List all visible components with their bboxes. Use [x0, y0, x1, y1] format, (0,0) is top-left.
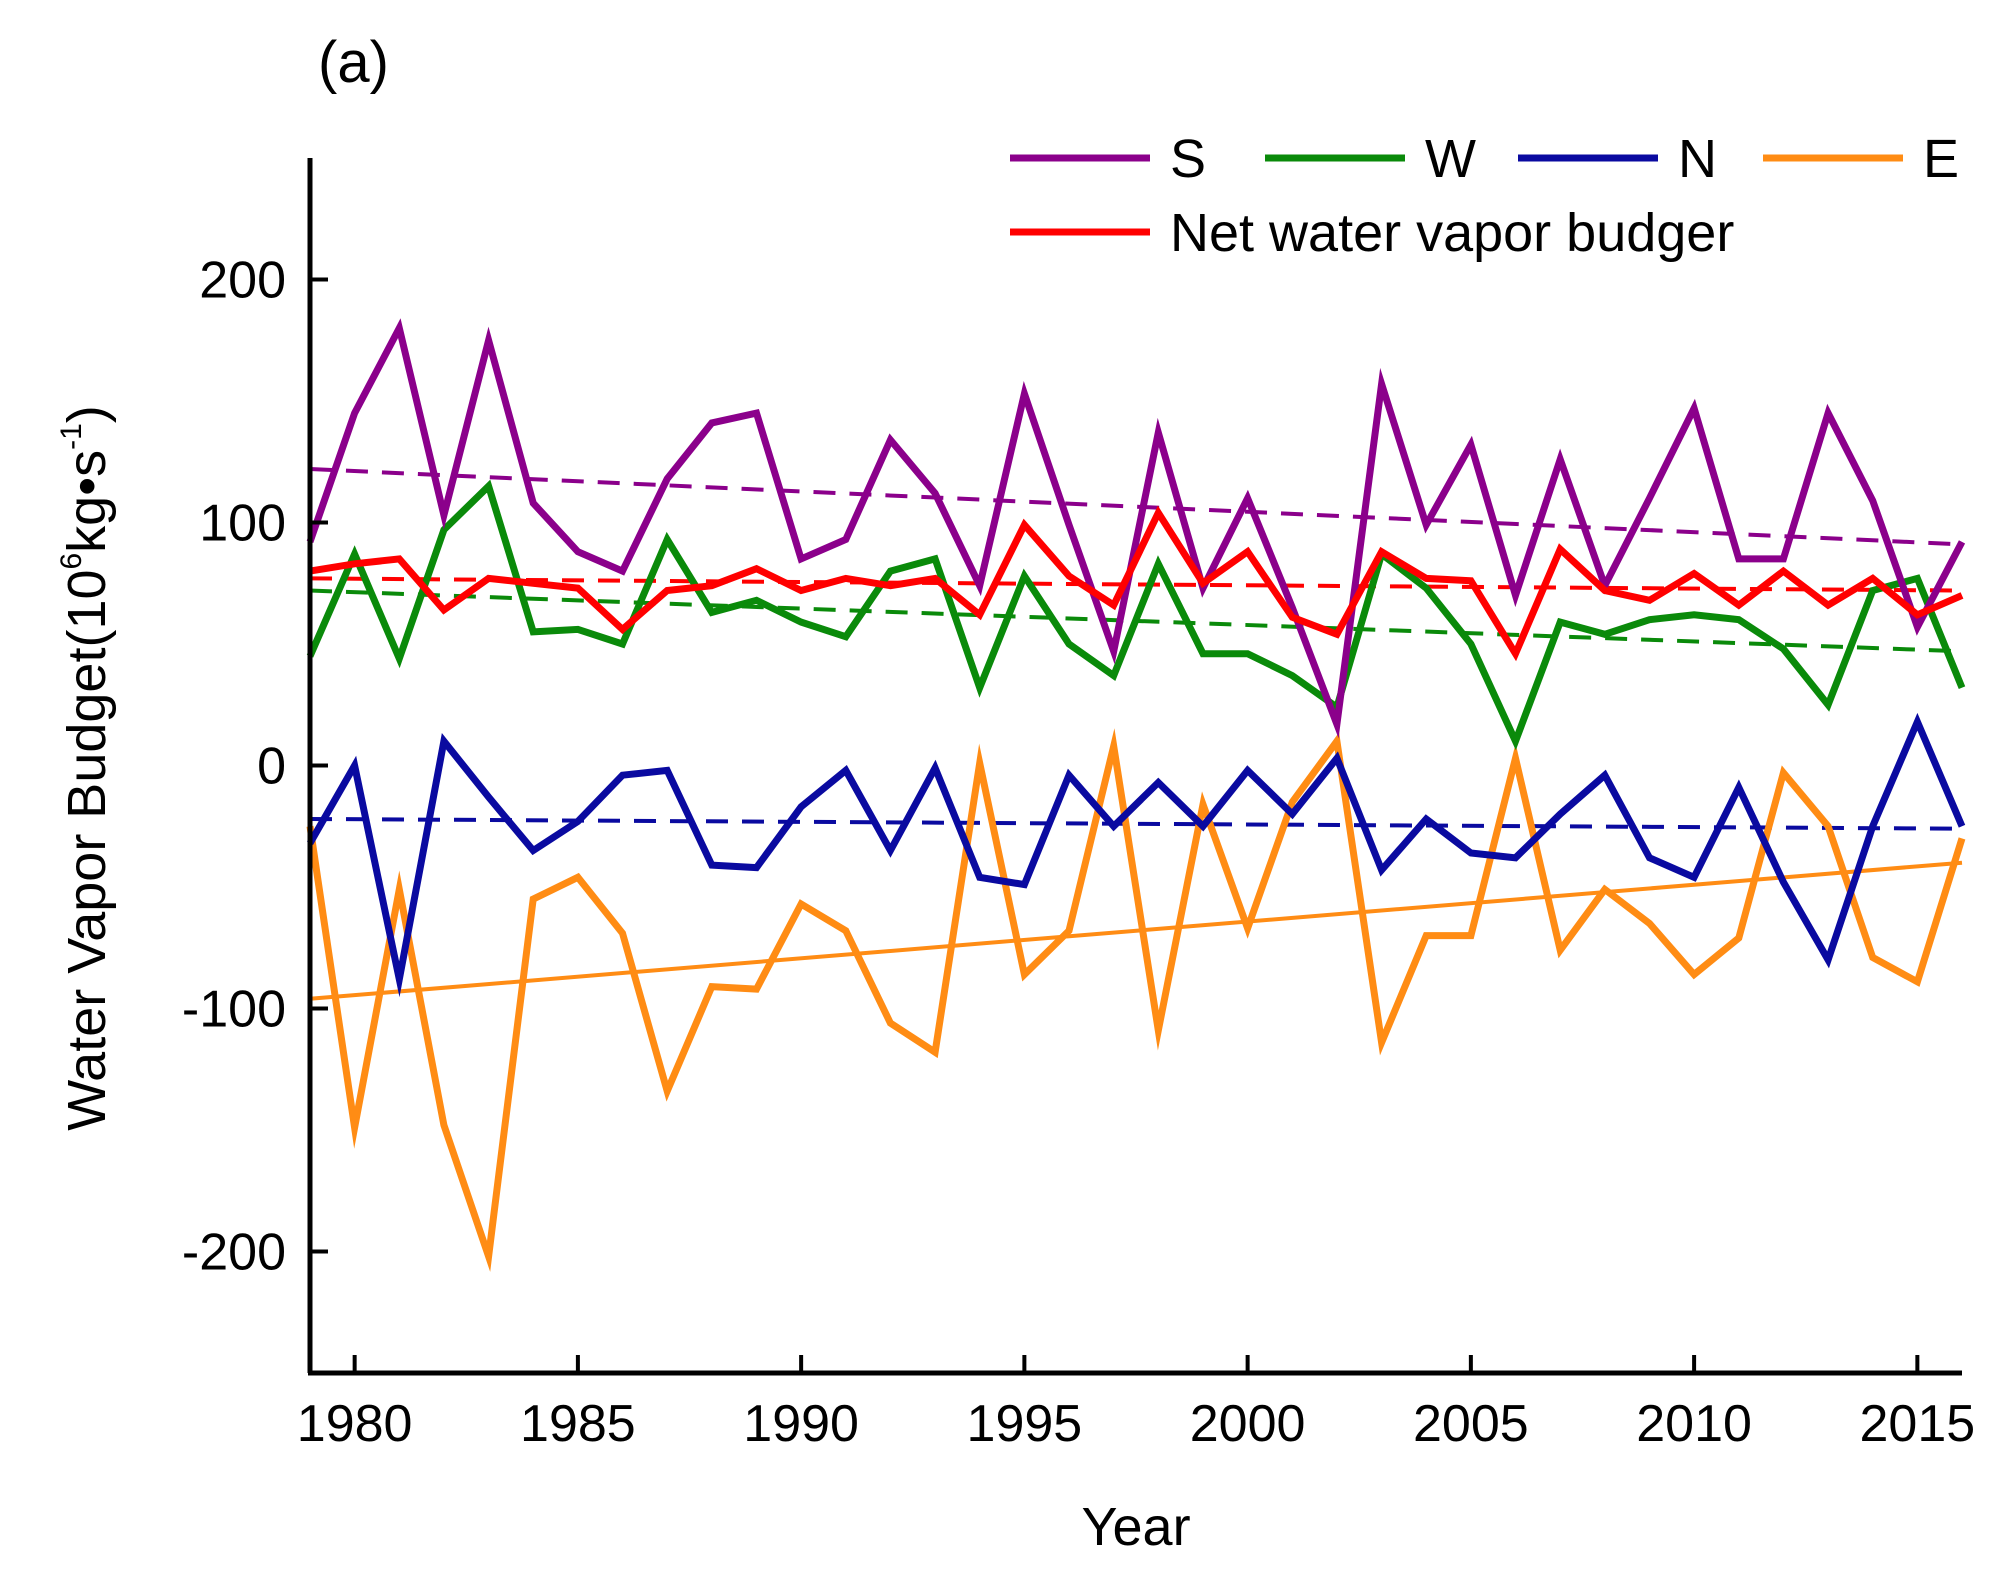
x-tick-label-2010: 2010: [1636, 1395, 1752, 1453]
y-axis-title-exp: 6: [55, 553, 88, 570]
series-n-line: [306, 712, 1966, 998]
y-axis-title-main: Water Vapor Budget(10: [57, 569, 117, 1130]
y-axis-title-close: ): [57, 405, 117, 423]
net-trend-line: [309, 576, 1963, 593]
legend-label-net-water-vapor-budger: Net water vapor budger: [1170, 203, 1734, 263]
y-axis-ticks: -200 -100 0 100 200: [182, 252, 328, 1282]
panel-label: (a): [318, 30, 389, 95]
y-tick-label-0: 0: [257, 738, 286, 796]
x-tick-label-1980: 1980: [297, 1395, 413, 1453]
x-axis-title: Year: [1081, 1497, 1190, 1557]
legend-label-e: E: [1923, 129, 1959, 189]
y-tick-label--200: -200: [182, 1224, 286, 1282]
x-tick-label-1990: 1990: [743, 1395, 859, 1453]
y-axis-title-unit: kg•s: [57, 450, 117, 553]
series-net-water-vapor-budger-line: [309, 505, 1964, 662]
x-tick-label-2005: 2005: [1413, 1395, 1529, 1453]
legend-label-w: W: [1425, 129, 1476, 189]
y-tick-label-200: 200: [199, 252, 286, 310]
x-tick-label-2015: 2015: [1860, 1395, 1976, 1453]
legend-label-s: S: [1170, 129, 1206, 189]
trend-lines: [309, 467, 1963, 1001]
series-s-line: [306, 318, 1966, 739]
series-w-line: [306, 479, 1966, 751]
x-tick-label-1985: 1985: [520, 1395, 636, 1453]
legend-label-n: N: [1678, 129, 1717, 189]
s-trend-line: [309, 467, 1963, 547]
y-tick-label--100: -100: [182, 981, 286, 1039]
x-axis-ticks: 1980 1985 1990 1995 2000 2005 2010 2015: [297, 1355, 1975, 1453]
x-tick-label-2000: 2000: [1190, 1395, 1306, 1453]
legend: S W N E Net water vapor budger: [1010, 129, 1959, 263]
y-axis-title: Water Vapor Budget(106kg•s-1): [55, 405, 117, 1131]
e-trend-line: [309, 860, 1963, 1001]
data-series: [306, 318, 1966, 1272]
series-e-line: [306, 728, 1966, 1272]
y-axis-title-unit-exp: -1: [55, 423, 88, 450]
w-trend-line: [309, 588, 1963, 654]
x-tick-label-1995: 1995: [967, 1395, 1083, 1453]
n-trend-line: [309, 816, 1963, 831]
y-tick-label-100: 100: [199, 495, 286, 553]
